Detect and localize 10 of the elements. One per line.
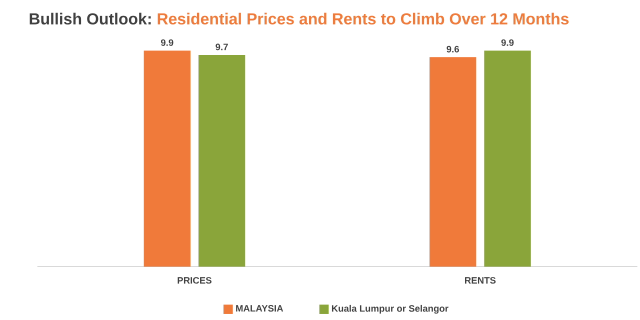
x-tick-label: PRICES [178,277,212,284]
x-tick-label: RENTS [465,277,496,284]
data-label: 9.7 [216,44,228,50]
legend-label: MALAYSIA [236,305,284,312]
data-label: 9.6 [446,46,460,52]
data-label: 9.9 [501,39,514,46]
chart-title: Bullish Outlook: [30,12,151,25]
data-label: 9.9 [160,39,174,46]
legend-label: Kuala Lumpur or Selangor [332,304,448,314]
chart-subtitle: Residential Prices and Rents to Climb Over 12 Months [158,12,569,25]
